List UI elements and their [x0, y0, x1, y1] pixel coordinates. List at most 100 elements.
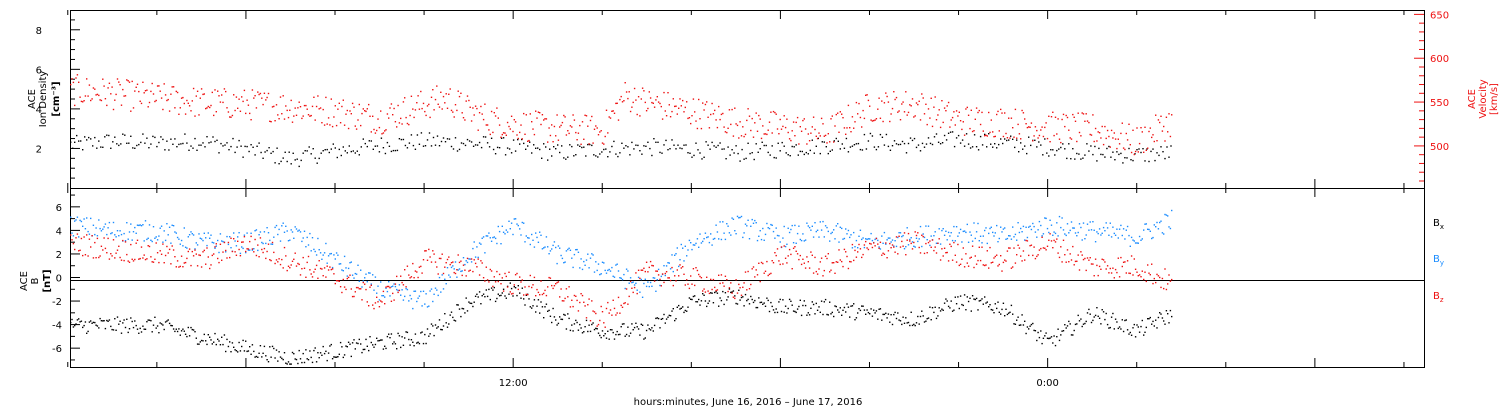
bx-point	[722, 290, 724, 293]
bx-point	[589, 330, 592, 333]
velocity-point	[98, 94, 100, 97]
by-point	[422, 290, 425, 292]
bz-point	[307, 255, 310, 258]
density-point	[1116, 151, 1118, 153]
density-point	[80, 140, 82, 142]
bz-point	[927, 241, 930, 244]
by-point	[330, 252, 332, 255]
bz-point	[577, 310, 580, 312]
bz-point	[269, 259, 271, 261]
bx-point	[1030, 323, 1033, 326]
density-point	[675, 148, 677, 150]
bz-point	[498, 273, 501, 276]
velocity-point	[867, 99, 870, 102]
bx-point	[237, 351, 239, 353]
bx-point	[823, 301, 825, 303]
bz-point	[949, 243, 951, 245]
velocity-point	[967, 114, 970, 116]
density-point	[400, 138, 403, 141]
bx-point	[293, 353, 295, 355]
velocity-point	[331, 125, 334, 128]
velocity-point	[728, 109, 731, 111]
bz-point	[227, 241, 230, 244]
by-point	[559, 247, 561, 249]
bx-point	[388, 333, 390, 335]
field-tick-label: -6	[52, 344, 62, 355]
velocity-point	[683, 111, 685, 113]
velocity-point	[629, 110, 632, 113]
velocity-point	[930, 97, 932, 99]
bx-point	[164, 321, 167, 323]
velocity-point	[372, 115, 374, 117]
velocity-point	[617, 119, 620, 121]
density-point	[559, 151, 561, 154]
bz-point	[460, 260, 462, 262]
bz-point	[1005, 260, 1007, 262]
bz-point	[504, 272, 506, 275]
bx-point	[669, 315, 672, 317]
by-point	[686, 255, 688, 257]
velocity-point	[766, 133, 768, 136]
velocity-point	[950, 119, 952, 121]
velocity-point	[170, 93, 172, 95]
density-point	[276, 147, 278, 149]
velocity-point	[1090, 134, 1093, 136]
by-point	[599, 273, 601, 276]
field-legend: Bx By Bz	[1433, 218, 1444, 304]
bz-point	[1112, 267, 1114, 269]
bx-point	[953, 309, 955, 311]
density-point	[448, 138, 451, 140]
velocity-point	[430, 96, 433, 98]
bz-point	[106, 252, 108, 254]
by-point	[965, 231, 967, 234]
velocity-point	[770, 111, 772, 113]
bz-point	[953, 241, 955, 244]
velocity-point	[132, 107, 135, 109]
bz-point	[162, 243, 164, 245]
by-point	[492, 236, 494, 239]
by-point	[744, 223, 747, 225]
bx-point	[547, 310, 549, 312]
velocity-point	[1098, 132, 1101, 134]
bx-point	[1112, 312, 1114, 315]
bz-point	[861, 256, 863, 259]
bx-point	[734, 295, 736, 297]
bx-point	[470, 302, 473, 305]
by-point	[1169, 227, 1172, 230]
bz-point	[1124, 261, 1126, 263]
bz-point	[222, 251, 224, 253]
bz-point	[593, 311, 596, 313]
by-point	[743, 232, 745, 234]
bz-point	[242, 241, 244, 243]
velocity-point	[996, 113, 998, 116]
density-point	[72, 147, 74, 149]
bz-point	[281, 258, 283, 261]
bz-point	[1105, 268, 1107, 270]
by-point	[96, 235, 99, 237]
velocity-point	[1120, 132, 1122, 135]
bz-point	[247, 248, 250, 250]
velocity-point	[946, 105, 948, 107]
by-point	[210, 234, 212, 236]
by-point	[1065, 234, 1067, 237]
bz-point	[72, 242, 75, 245]
velocity-point	[919, 119, 922, 121]
by-point	[409, 294, 411, 297]
by-point	[963, 230, 966, 232]
bx-point	[1163, 320, 1165, 322]
velocity-point	[167, 98, 169, 101]
by-point	[563, 262, 565, 264]
time-tick-label: 0:00	[1036, 378, 1058, 389]
bx-point	[531, 307, 533, 309]
density-point	[1146, 148, 1148, 150]
bz-point	[870, 243, 872, 245]
velocity-point	[738, 137, 740, 139]
bx-point	[452, 316, 454, 319]
by-point	[218, 251, 220, 254]
bz-point	[869, 242, 871, 245]
by-point	[1096, 231, 1098, 233]
density-point	[543, 143, 545, 145]
density-point	[685, 144, 687, 146]
velocity-point	[263, 92, 266, 94]
bx-point	[309, 350, 311, 352]
